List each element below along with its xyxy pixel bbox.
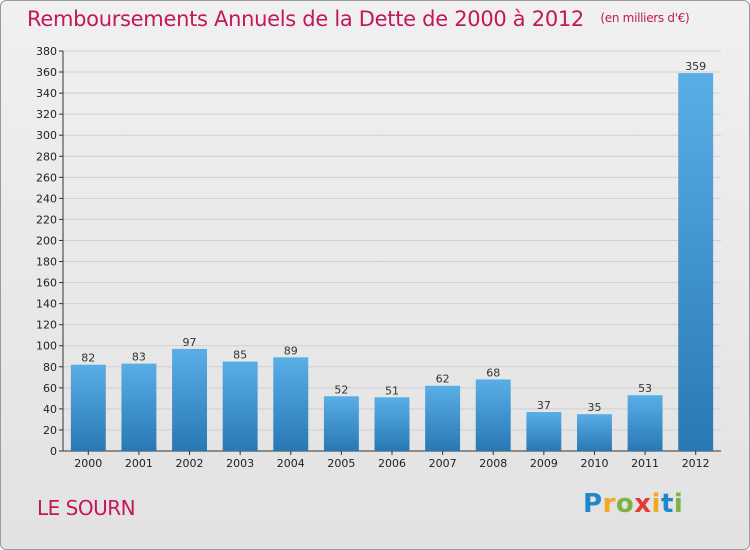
y-tick-label: 0 — [50, 445, 57, 458]
y-tick-label: 40 — [43, 403, 57, 416]
data-label: 97 — [183, 336, 197, 349]
bar — [172, 348, 208, 451]
bar — [374, 397, 410, 451]
x-tick-label: 2008 — [479, 457, 507, 470]
y-tick-label: 220 — [36, 213, 57, 226]
x-tick-label: 2000 — [74, 457, 102, 470]
chart-title: Remboursements Annuels de la Dette de 20… — [27, 7, 690, 31]
y-tick-label: 100 — [36, 340, 57, 353]
y-tick-label: 140 — [36, 298, 57, 311]
y-tick-label: 360 — [36, 66, 57, 79]
y-tick-label: 300 — [36, 129, 57, 142]
y-tick-label: 280 — [36, 150, 57, 163]
logo-letter: r — [602, 489, 616, 519]
data-label: 53 — [638, 382, 652, 395]
x-tick-label: 2012 — [682, 457, 710, 470]
x-tick-label: 2006 — [378, 457, 406, 470]
data-label: 52 — [334, 383, 348, 396]
x-tick-label: 2005 — [327, 457, 355, 470]
bar — [526, 412, 562, 451]
grid-lines — [63, 50, 721, 431]
y-tick-label: 260 — [36, 171, 57, 184]
bar — [70, 364, 106, 451]
x-tick-label: 2003 — [226, 457, 254, 470]
place-name: LE SOURN — [37, 496, 136, 520]
x-tick-label: 2004 — [277, 457, 305, 470]
bar — [121, 363, 157, 451]
bar — [425, 385, 461, 451]
data-label: 51 — [385, 384, 399, 397]
y-tick-label: 380 — [36, 45, 57, 58]
data-label: 35 — [587, 401, 601, 414]
chart-title-text: Remboursements Annuels de la Dette de 20… — [27, 7, 584, 31]
bar — [576, 414, 612, 451]
y-tick-label: 200 — [36, 234, 57, 247]
x-tick-label: 2007 — [429, 457, 457, 470]
proxiti-logo: Proxiti — [583, 489, 683, 519]
y-tick-label: 80 — [43, 361, 57, 374]
y-tick-label: 120 — [36, 319, 57, 332]
bars — [70, 73, 714, 452]
data-label: 82 — [81, 352, 95, 365]
data-label: 83 — [132, 351, 146, 364]
bar — [475, 379, 511, 451]
y-tick-label: 60 — [43, 382, 57, 395]
x-tick-label: 2002 — [176, 457, 204, 470]
logo-letter: i — [673, 489, 684, 519]
y-tick-label: 180 — [36, 256, 57, 269]
y-tick-label: 240 — [36, 192, 57, 205]
logo-letter: P — [583, 489, 603, 519]
y-tick-label: 340 — [36, 87, 57, 100]
logo-letter: o — [615, 489, 635, 519]
labels: 2000 82 2001 83 2002 97 2003 85 2004 89 2005 52 2006… — [74, 60, 709, 470]
x-tick-label: 2010 — [580, 457, 608, 470]
y-tick-label: 320 — [36, 108, 57, 121]
x-tick-label: 2009 — [530, 457, 558, 470]
data-label: 85 — [233, 349, 247, 362]
bar — [222, 361, 258, 451]
x-tick-label: 2001 — [125, 457, 153, 470]
bar — [273, 357, 309, 451]
logo-letter: x — [634, 489, 652, 519]
data-label: 89 — [284, 344, 298, 357]
data-label: 68 — [486, 366, 500, 379]
x-tick-label: 2011 — [631, 457, 659, 470]
bar-chart: 0 20 40 60 80 100 120 140 160 180 200 220 240 260 280 3… — [36, 45, 721, 470]
logo-letter: t — [660, 489, 674, 519]
logo-letter: i — [651, 489, 661, 519]
bar — [627, 395, 663, 451]
chart-subtitle: (en milliers d'€) — [600, 11, 690, 25]
y-tick-label: 160 — [36, 277, 57, 290]
bar — [323, 396, 359, 451]
data-label: 359 — [685, 60, 706, 73]
data-label: 37 — [537, 399, 551, 412]
bar — [678, 73, 714, 452]
data-label: 62 — [436, 373, 450, 386]
y-tick-label: 20 — [43, 424, 57, 437]
